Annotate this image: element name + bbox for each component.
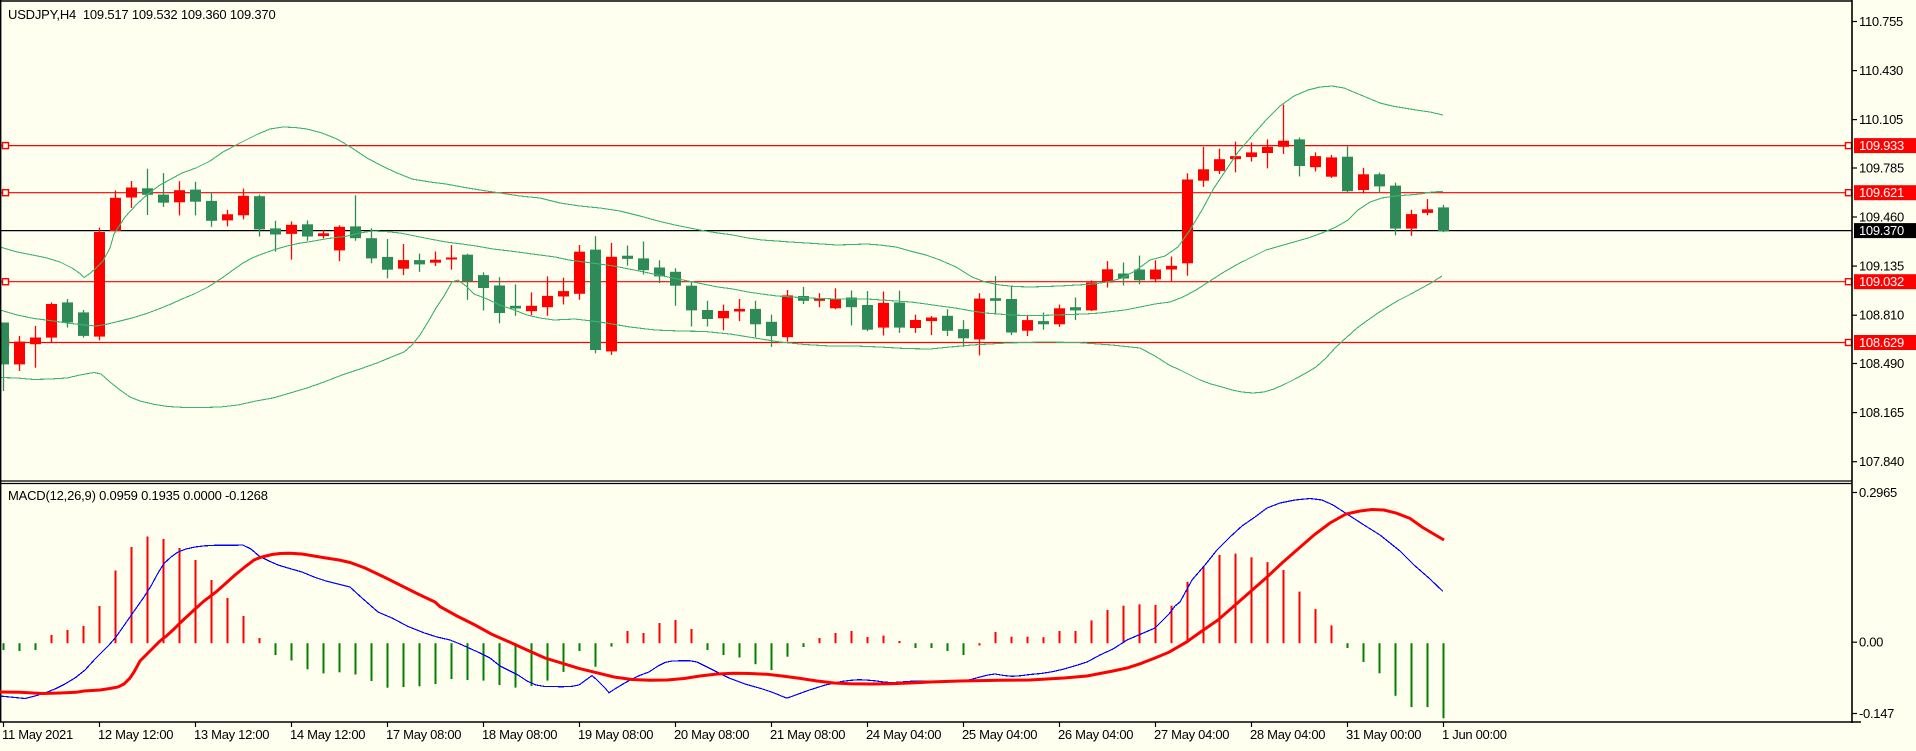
svg-text:USDJPY,H4 109.517 109.532 109: USDJPY,H4 109.517 109.532 109.360 109.37… (8, 7, 275, 22)
svg-text:110.755: 110.755 (1859, 14, 1903, 29)
svg-text:109.370: 109.370 (1859, 223, 1904, 238)
svg-text:26 May 04:00: 26 May 04:00 (1058, 727, 1133, 742)
svg-text:1 Jun 00:00: 1 Jun 00:00 (1442, 727, 1507, 742)
svg-text:0.00: 0.00 (1859, 635, 1883, 650)
svg-text:-0.147: -0.147 (1859, 706, 1894, 721)
svg-text:14 May 12:00: 14 May 12:00 (290, 727, 365, 742)
svg-text:108.629: 108.629 (1859, 335, 1904, 350)
svg-text:109.032: 109.032 (1859, 274, 1904, 289)
svg-text:31 May 00:00: 31 May 00:00 (1346, 727, 1421, 742)
svg-text:24 May 04:00: 24 May 04:00 (866, 727, 941, 742)
svg-text:13 May 12:00: 13 May 12:00 (194, 727, 269, 742)
svg-text:28 May 04:00: 28 May 04:00 (1250, 727, 1325, 742)
svg-text:19 May 08:00: 19 May 08:00 (578, 727, 653, 742)
svg-text:110.430: 110.430 (1859, 63, 1903, 78)
svg-text:109.460: 109.460 (1859, 210, 1904, 225)
svg-text:108.810: 108.810 (1859, 308, 1904, 323)
svg-text:27 May 04:00: 27 May 04:00 (1154, 727, 1229, 742)
svg-text:17 May 08:00: 17 May 08:00 (386, 727, 461, 742)
svg-text:109.135: 109.135 (1859, 259, 1904, 274)
svg-text:110.105: 110.105 (1859, 112, 1903, 127)
svg-text:12 May 12:00: 12 May 12:00 (98, 727, 173, 742)
svg-text:109.621: 109.621 (1859, 185, 1904, 200)
svg-text:21 May 08:00: 21 May 08:00 (770, 727, 845, 742)
svg-text:18 May 08:00: 18 May 08:00 (482, 727, 557, 742)
svg-text:25 May 04:00: 25 May 04:00 (962, 727, 1037, 742)
svg-text:109.933: 109.933 (1859, 138, 1904, 153)
svg-text:108.490: 108.490 (1859, 356, 1904, 371)
svg-text:MACD(12,26,9) 0.0959 0.1935 0.: MACD(12,26,9) 0.0959 0.1935 0.0000 -0.12… (8, 488, 268, 503)
svg-text:20 May 08:00: 20 May 08:00 (674, 727, 749, 742)
svg-text:107.840: 107.840 (1859, 454, 1904, 469)
svg-text:0.2965: 0.2965 (1859, 485, 1897, 500)
svg-text:11 May 2021: 11 May 2021 (2, 727, 73, 742)
svg-text:109.785: 109.785 (1859, 161, 1904, 176)
svg-text:108.165: 108.165 (1859, 405, 1904, 420)
